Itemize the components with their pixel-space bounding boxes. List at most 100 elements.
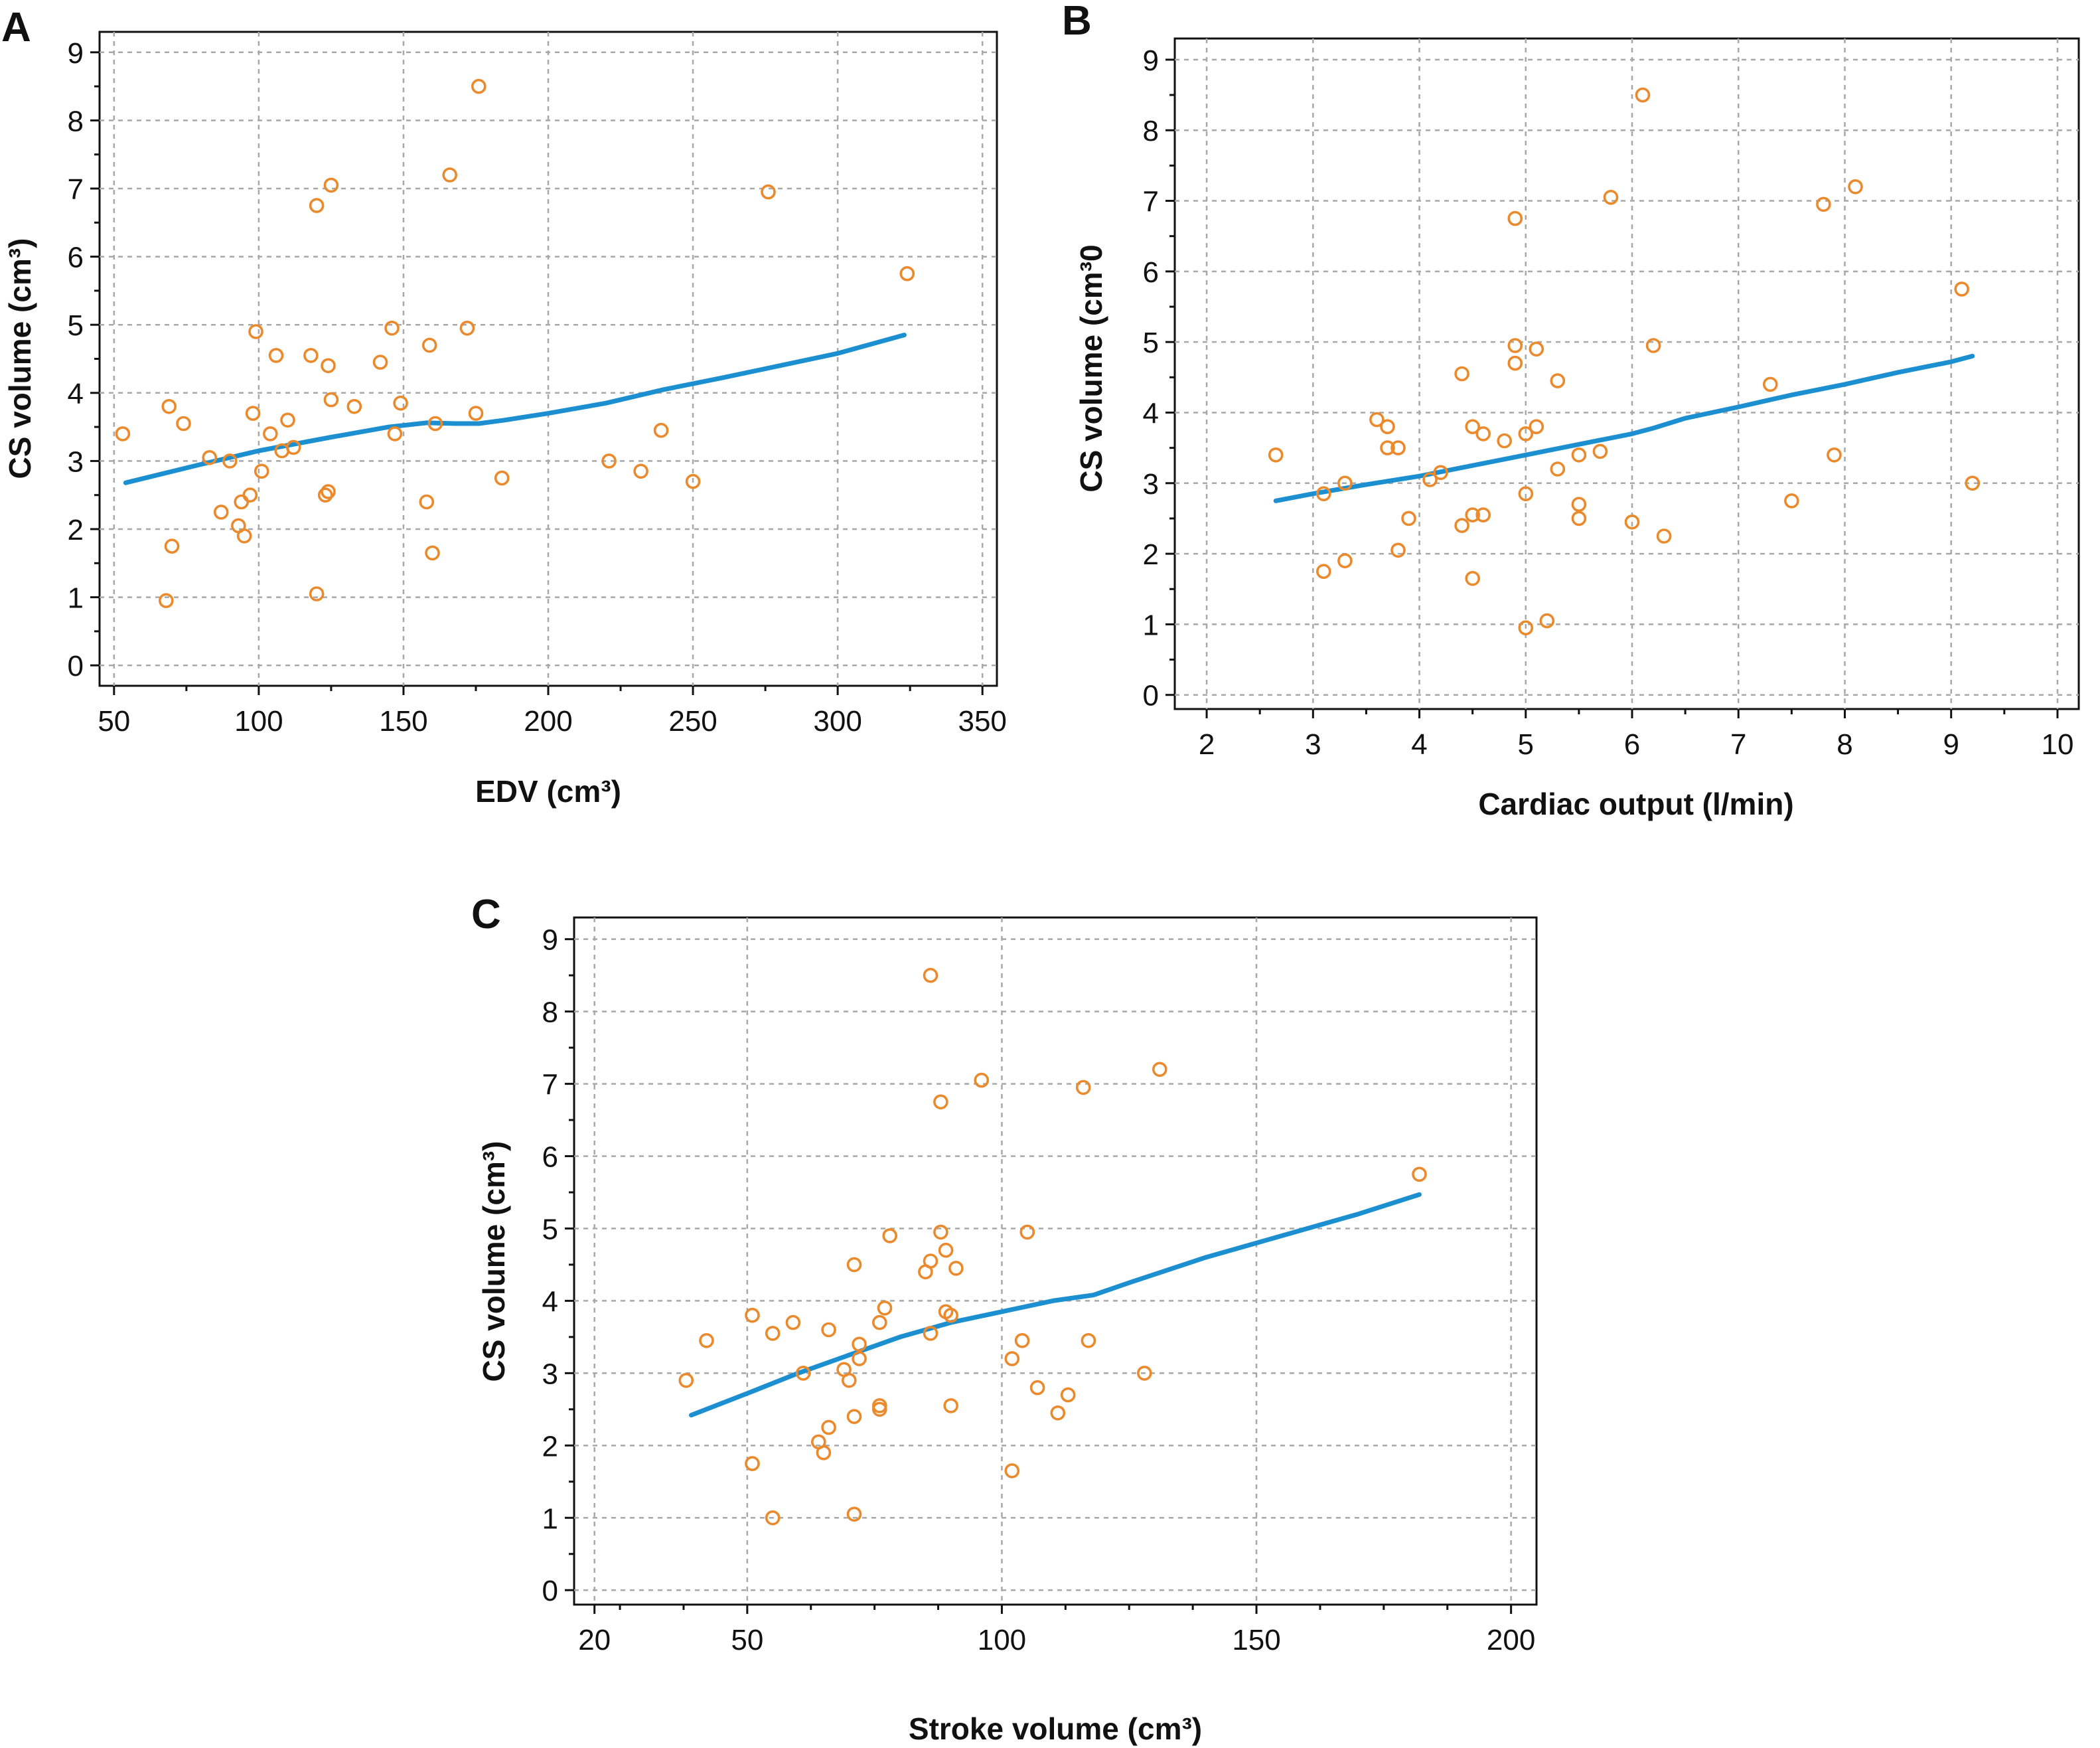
panel-b-point-19 — [1475, 507, 1491, 522]
panel-b-grid — [1175, 39, 2079, 709]
panel-a-y-tick-label-0: 0 — [68, 650, 84, 682]
panel-a-y-axis-title: CS volume (cm³) — [3, 238, 37, 479]
panel-b-point-12 — [1433, 465, 1448, 481]
panel-a-point-23 — [317, 487, 333, 503]
panel-c-point-26 — [923, 1326, 938, 1341]
panel-c-point-5 — [765, 1510, 781, 1526]
panel-b-point-7 — [1380, 440, 1395, 455]
panel-b-point-13 — [1454, 518, 1469, 533]
panel-b-y-tick-label-0: 0 — [1143, 680, 1159, 712]
panel-b-point-45 — [1848, 179, 1863, 195]
panel-c-point-11 — [821, 1419, 836, 1435]
panel-a-point-34 — [421, 337, 437, 353]
panel-b-point-28 — [1529, 419, 1544, 435]
panel-b: B 0 1 2 3 4 5 6 7 8 9 2 3 4 5 6 7 8 9 10 Cardiac output (l… — [1062, 0, 2080, 821]
panel-c-y-tick-label-7: 7 — [542, 1069, 558, 1101]
panel-a-point-4 — [176, 416, 191, 432]
panel-c-point-21 — [872, 1401, 887, 1417]
panel-c-x-tick-label-50: 50 — [731, 1624, 763, 1656]
panel-a-y-tick-label-1: 1 — [68, 582, 84, 615]
panel-b-y-tick-label-9: 9 — [1143, 44, 1159, 77]
panel-c-point-3 — [745, 1307, 760, 1323]
panel-b-point-22 — [1507, 338, 1523, 353]
panel-c-y-tick-label-5: 5 — [542, 1213, 558, 1245]
panel-b-axis-ticks: 0 1 2 3 4 5 6 7 8 9 2 3 4 5 6 7 8 9 10 — [1143, 44, 2074, 761]
panel-c-point-2 — [745, 1456, 760, 1471]
panel-c: C 0 1 2 3 4 5 6 7 8 9 20 50 100 150 200 Stroke volume … — [471, 892, 1538, 1746]
panel-b-point-15 — [1465, 419, 1480, 435]
panel-a-point-43 — [633, 463, 648, 479]
panel-a-point-30 — [384, 320, 400, 336]
panel-b-point-18 — [1475, 426, 1491, 441]
panel-c-y-tick-label-1: 1 — [542, 1502, 558, 1535]
panel-b-point-21 — [1507, 210, 1523, 226]
panel-c-x-axis-title: Stroke volume (cm³) — [909, 1711, 1202, 1746]
panel-a-point-45 — [685, 473, 701, 489]
panel-c-point-18 — [852, 1336, 867, 1352]
panel-c-point-15 — [846, 1409, 862, 1424]
panel-b-point-47 — [1965, 475, 1981, 491]
panel-c-y-tick-label-3: 3 — [542, 1358, 558, 1390]
panel-a-point-46 — [761, 184, 776, 200]
panel-b-point-43 — [1816, 197, 1831, 212]
panel-b-point-16 — [1465, 507, 1480, 522]
panel-a-y-tick-label-6: 6 — [68, 242, 84, 274]
panel-c-point-43 — [1075, 1079, 1091, 1095]
panel-b-point-6 — [1380, 419, 1395, 435]
panel-b-point-4 — [1337, 475, 1353, 491]
panel-b-fit-line-group — [1273, 353, 1975, 503]
panel-a-y-tick-label-3: 3 — [68, 445, 84, 478]
panel-a-x-tick-label-350: 350 — [958, 705, 1006, 738]
panel-b-y-tick-label-3: 3 — [1143, 468, 1159, 501]
panel-c-letter: C — [471, 892, 501, 937]
panel-a-x-tick-label-200: 200 — [524, 705, 572, 738]
panel-c-point-44 — [1081, 1333, 1096, 1348]
panel-b-points — [1268, 87, 1981, 636]
panel-c-point-45 — [1137, 1366, 1152, 1381]
panel-c-point-23 — [882, 1228, 897, 1243]
panel-c-y-axis-title: CS volume (cm³) — [477, 1141, 511, 1382]
panel-b-point-30 — [1550, 373, 1566, 388]
panel-a-x-axis-title: EDV (cm³) — [475, 774, 621, 809]
panel-a-grid — [100, 32, 997, 686]
panel-c-point-0 — [678, 1373, 694, 1388]
panel-b-y-tick-label-6: 6 — [1143, 256, 1159, 289]
panel-c-point-25 — [923, 1253, 938, 1269]
panel-a-y-tick-label-2: 2 — [68, 514, 84, 546]
panel-c-x-tick-label-20: 20 — [578, 1624, 611, 1656]
panel-b-x-tick-label-6: 6 — [1624, 728, 1640, 761]
panel-a-point-11 — [242, 487, 258, 503]
panel-c-points — [678, 967, 1427, 1526]
panel-b-x-tick-label-3: 3 — [1305, 728, 1321, 761]
panel-b-point-9 — [1390, 542, 1406, 558]
panel-a-point-3 — [164, 538, 180, 554]
panel-a-point-16 — [268, 348, 284, 363]
panel-c-axis-ticks: 0 1 2 3 4 5 6 7 8 9 20 50 100 150 200 — [542, 924, 1536, 1656]
panel-a-x-tick-label-250: 250 — [668, 705, 717, 738]
panel-a-x-tick-label-50: 50 — [98, 705, 130, 738]
panel-a-point-12 — [245, 406, 261, 421]
panel-a-x-tick-label-100: 100 — [234, 705, 283, 738]
panel-b-point-35 — [1592, 443, 1608, 459]
panel-b-point-44 — [1827, 447, 1842, 463]
panel-a-point-7 — [222, 453, 238, 469]
panel-b-point-27 — [1529, 341, 1544, 357]
panel-a-y-tick-label-4: 4 — [68, 378, 84, 410]
panel-a-point-25 — [321, 484, 336, 499]
panel-b-x-tick-label-9: 9 — [1943, 728, 1959, 761]
panel-a-y-tick-label-7: 7 — [68, 173, 84, 206]
panel-b-point-29 — [1539, 613, 1555, 629]
panel-b-point-1 — [1316, 564, 1331, 580]
panel-b-point-26 — [1518, 486, 1534, 502]
panel-b-x-tick-label-5: 5 — [1518, 728, 1534, 761]
panel-b-point-0 — [1268, 447, 1284, 463]
panel-a-point-19 — [285, 439, 301, 455]
panel-b-plot-frame — [1173, 37, 2080, 710]
panel-c-point-37 — [1004, 1351, 1020, 1366]
panel-b-point-39 — [1645, 338, 1661, 353]
panel-a-letter: A — [1, 5, 31, 50]
panel-b-point-25 — [1518, 426, 1534, 441]
panel-a-point-24 — [321, 358, 336, 374]
panel-c-y-tick-label-8: 8 — [542, 996, 558, 1029]
panel-a-point-32 — [393, 395, 408, 411]
